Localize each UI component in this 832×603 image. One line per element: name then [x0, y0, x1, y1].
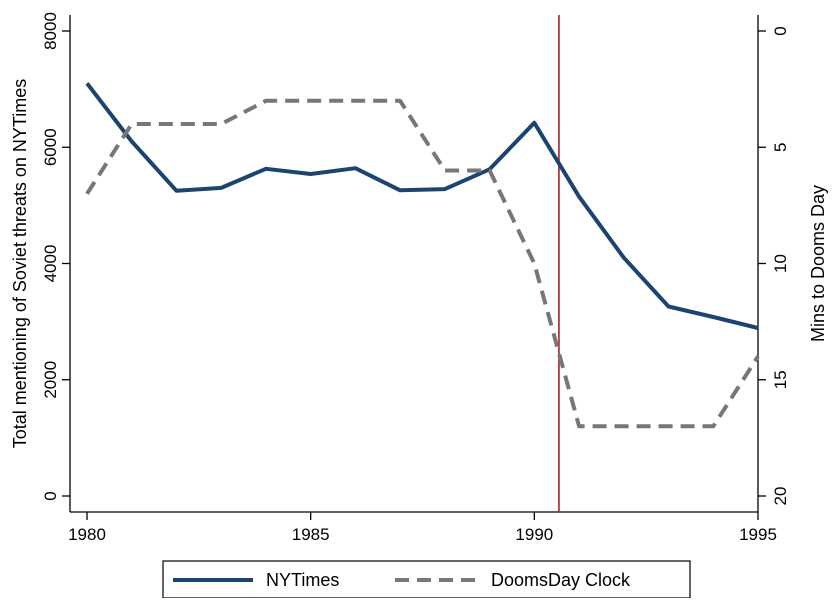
- y-right-tick-label: 5: [771, 143, 790, 152]
- x-tick-label: 1980: [68, 525, 106, 544]
- series-layer: [85, 15, 760, 512]
- y-right-tick-label: 20: [771, 487, 790, 506]
- x-tick-label: 1995: [739, 525, 777, 544]
- y-axis-left-title: Total mentioning of Soviet threats on NY…: [10, 79, 30, 449]
- y-axis-right-title: Mins to Dooms Day: [808, 185, 828, 342]
- series-line-0: [85, 82, 759, 330]
- axes-layer: 1980 1985 1990 1995 0 2000 4000 6000 8000 0 5 10 15 2…: [10, 12, 828, 544]
- legend-label-0: NYTimes: [266, 570, 339, 590]
- y-left-tick-label: 6000: [41, 128, 60, 166]
- y-left-tick-label: 2000: [41, 361, 60, 399]
- y-left-tick-label: 8000: [41, 12, 60, 50]
- x-tick-label: 1990: [515, 525, 553, 544]
- y-left-tick-label: 0: [41, 491, 60, 500]
- y-right-tick-label: 0: [771, 26, 790, 35]
- y-right-tick-label: 10: [771, 254, 790, 273]
- series-line-1: [85, 98, 760, 429]
- legend: NYTimes DoomsDay Clock: [162, 560, 691, 599]
- legend-label-1: DoomsDay Clock: [491, 570, 631, 590]
- x-tick-label: 1985: [292, 525, 330, 544]
- y-right-tick-label: 15: [771, 370, 790, 389]
- y-left-tick-label: 4000: [41, 245, 60, 283]
